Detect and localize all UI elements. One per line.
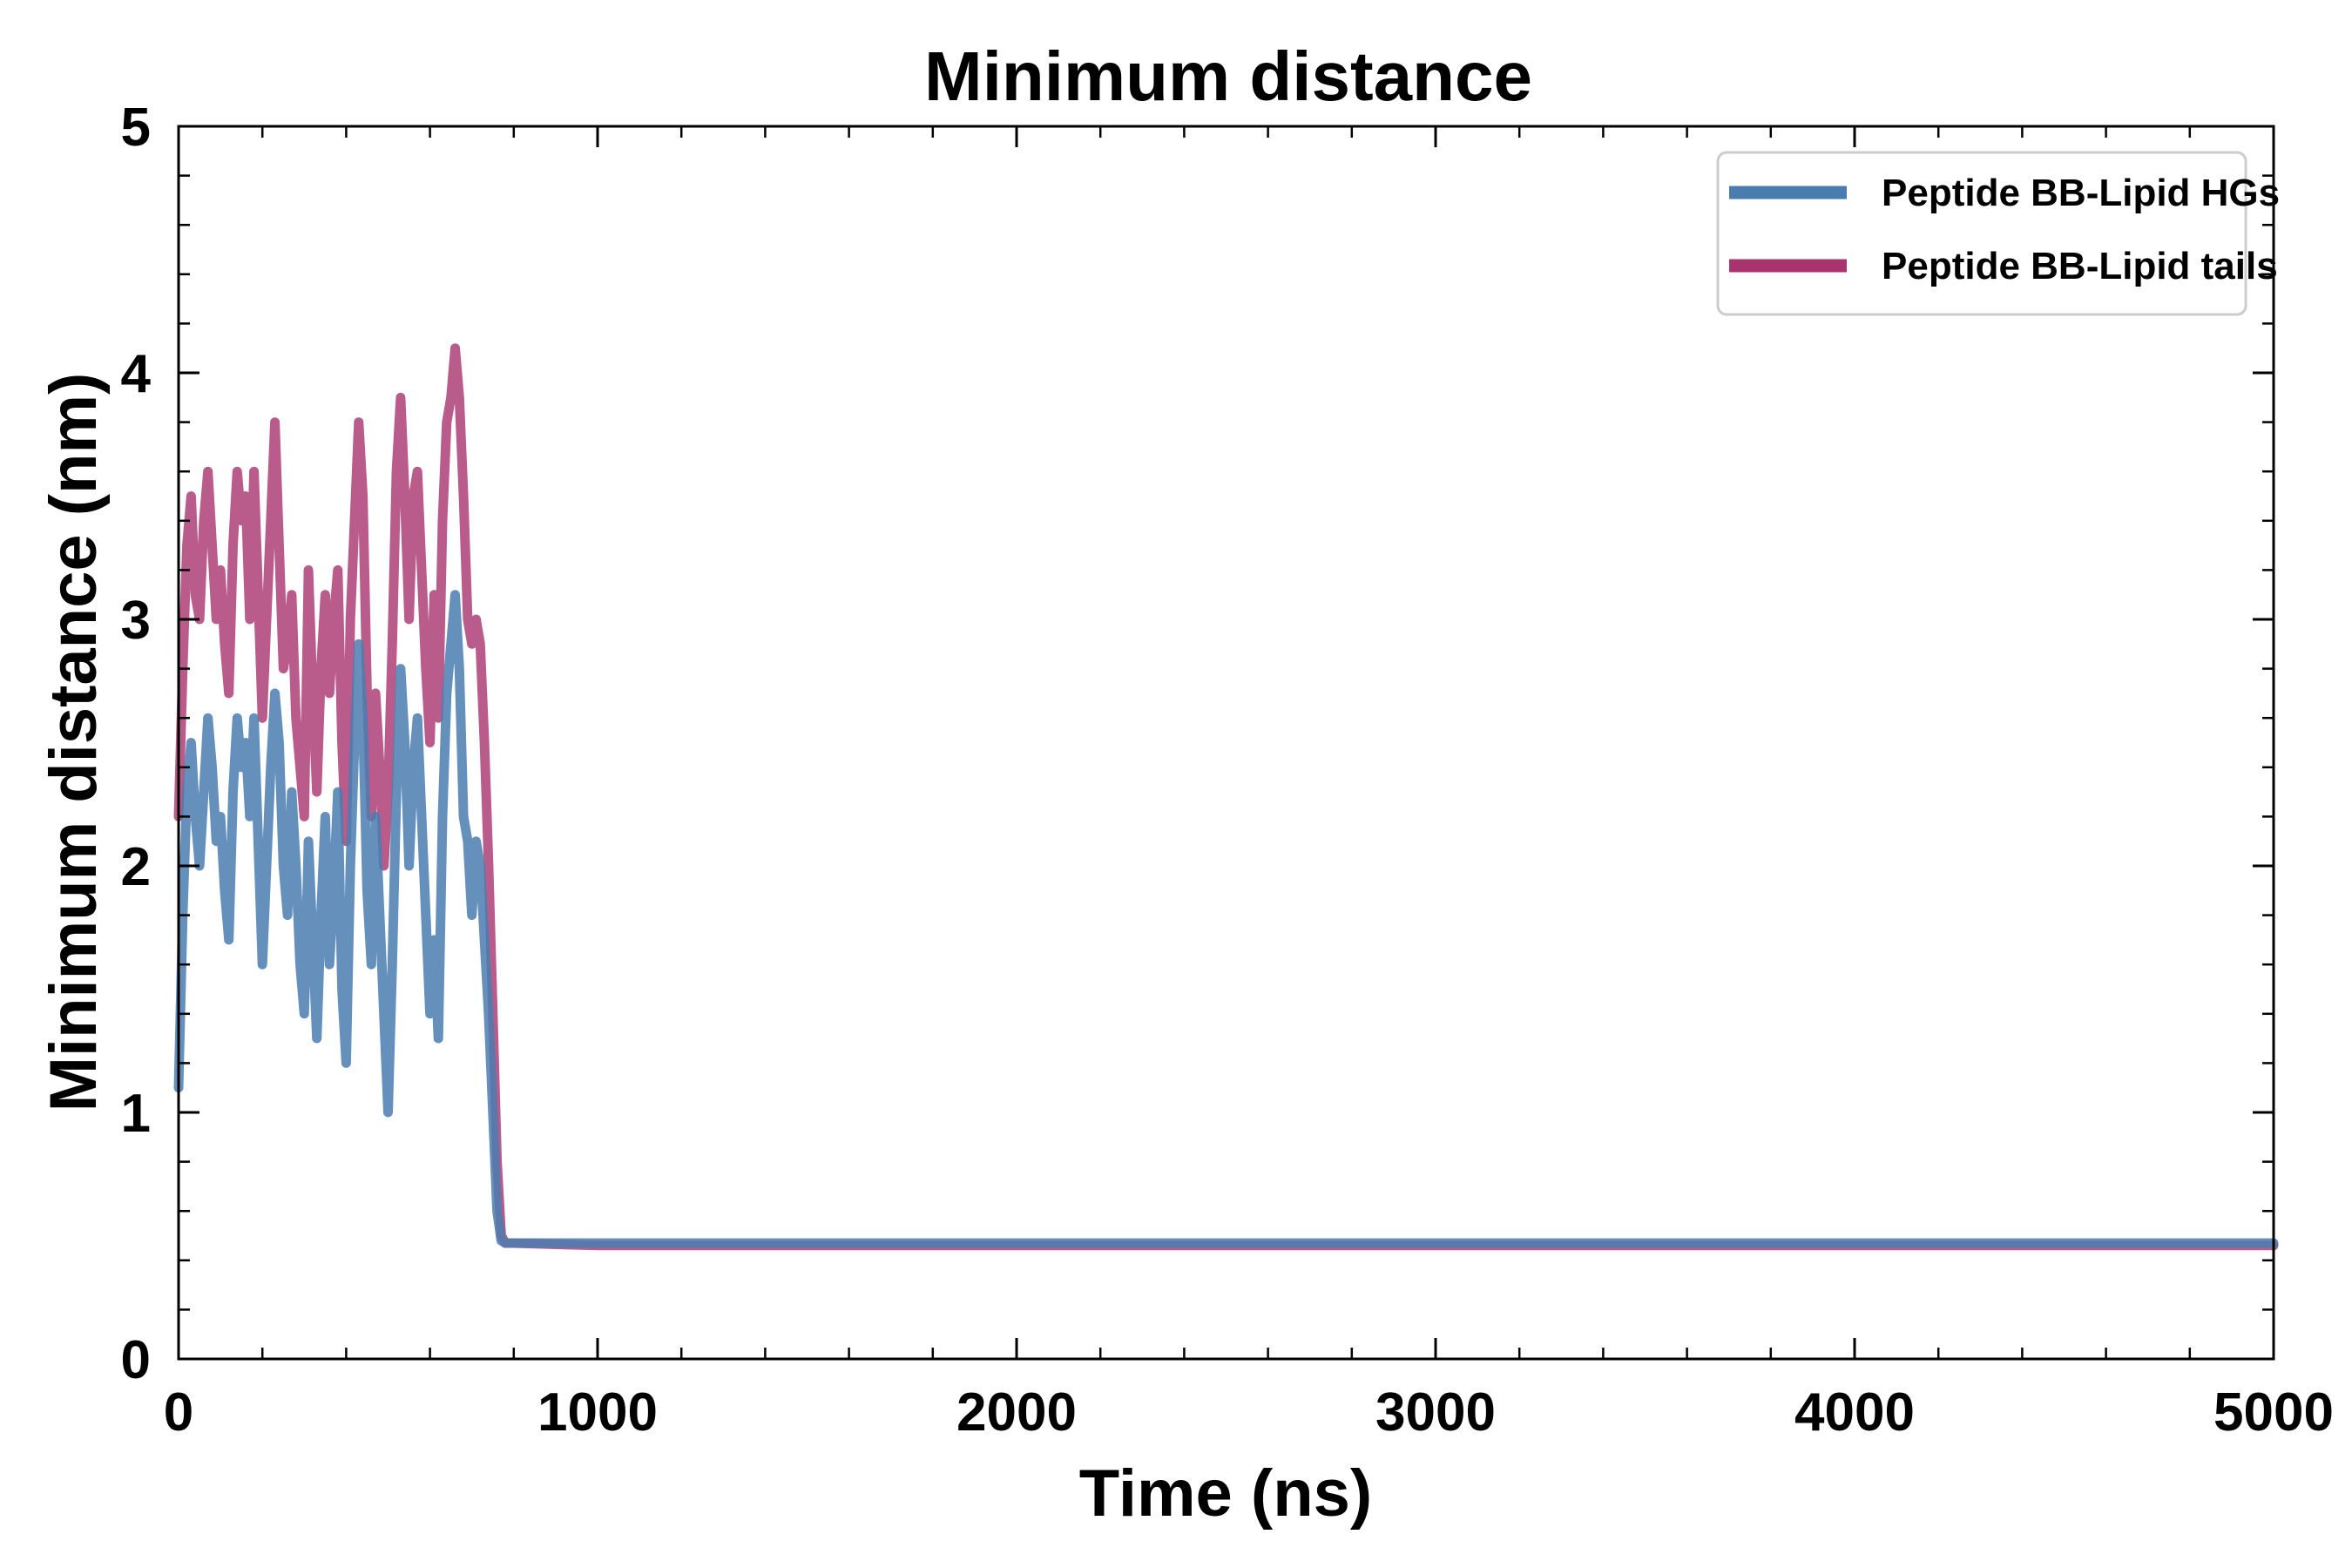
legend-label-hgs: Peptide BB-Lipid HGs: [1882, 172, 2280, 214]
x-tick-label: 3000: [1375, 1382, 1496, 1443]
x-tick-label: 2000: [956, 1382, 1077, 1443]
x-axis-label: Time (ns): [1079, 1456, 1372, 1531]
x-tick-label: 5000: [2213, 1382, 2334, 1443]
series-layer: [173, 343, 2279, 1251]
legend-box: [1716, 151, 2247, 316]
y-tick-label: 1: [121, 1084, 151, 1144]
series-line-hgs: [173, 590, 2279, 1248]
legend: Peptide BB-Lipid HGs Peptide BB-Lipid ta…: [1716, 151, 2280, 316]
chart-title: Minimum distance: [924, 37, 1532, 115]
y-tick-label: 0: [121, 1330, 151, 1390]
y-tick-label: 2: [121, 837, 151, 897]
y-tick-label: 5: [121, 98, 151, 158]
x-tick-label: 4000: [1794, 1382, 1915, 1443]
tick-layer: 0 1000 2000 3000 4000 5000 0 1 2 3 4 5: [121, 98, 2334, 1443]
y-axis-label: Minimum distance (nm): [37, 373, 111, 1112]
legend-label-tails: Peptide BB-Lipid tails: [1882, 245, 2278, 287]
x-tick-label: 1000: [537, 1382, 658, 1443]
y-tick-label: 3: [121, 591, 151, 651]
x-tick-label: 0: [164, 1382, 193, 1443]
plot-frame: [177, 125, 2275, 1361]
series-line-tails: [173, 343, 2279, 1251]
y-tick-label: 4: [121, 344, 152, 404]
